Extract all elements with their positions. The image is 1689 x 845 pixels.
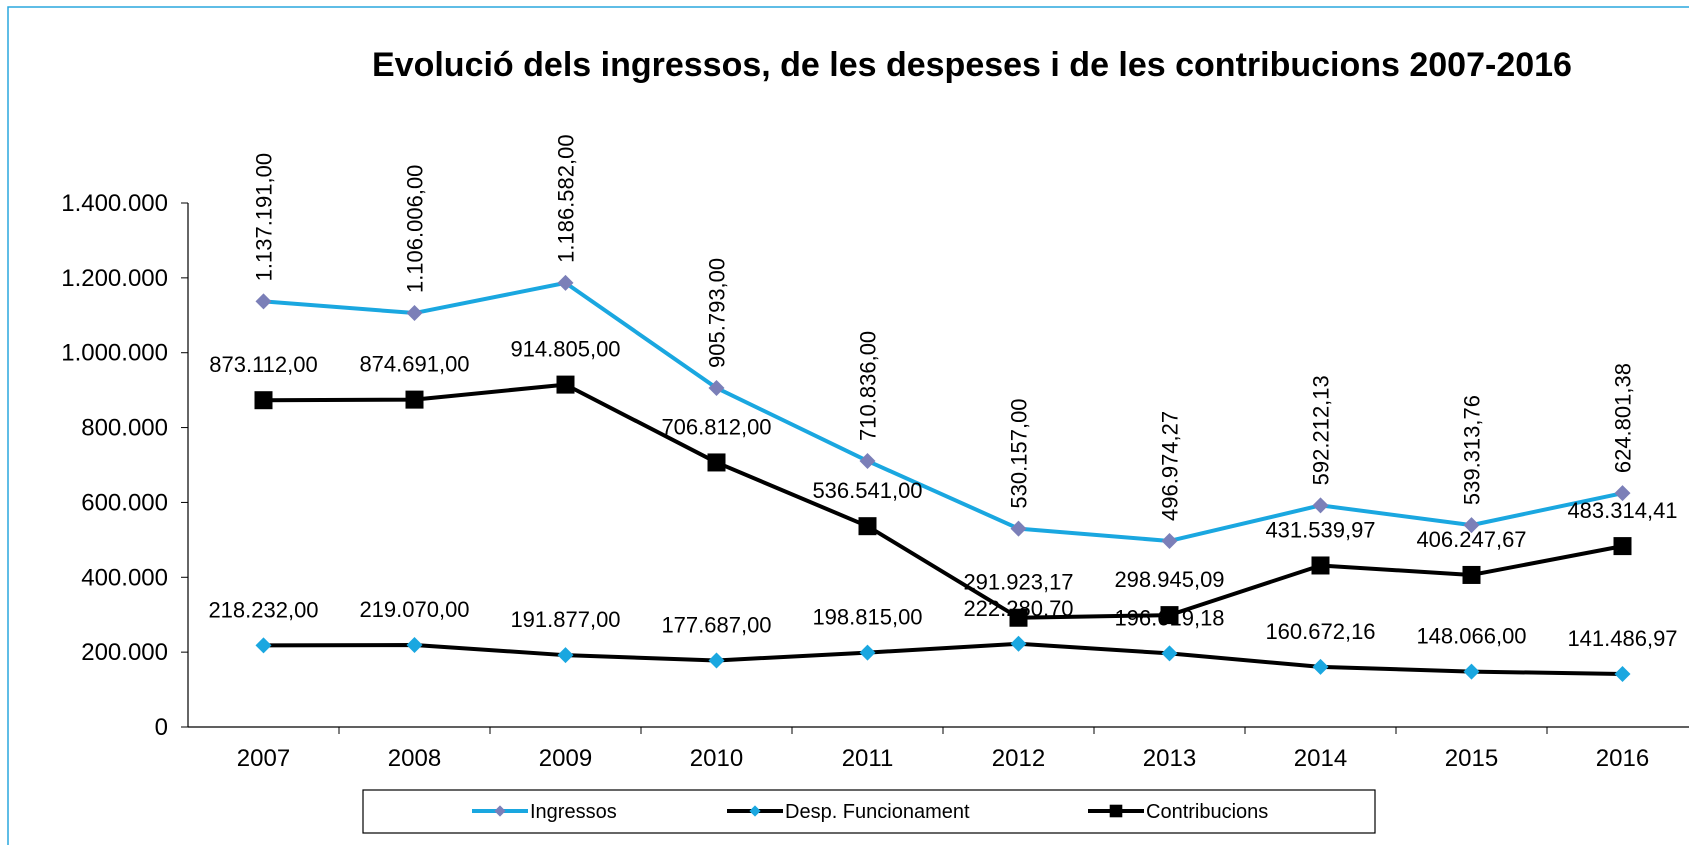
x-tick-label: 2011 bbox=[842, 745, 894, 772]
marker bbox=[1160, 606, 1179, 625]
marker bbox=[708, 379, 725, 396]
chart-title: Evolució dels ingressos, de les despeses… bbox=[372, 46, 1572, 84]
x-tick-label: 2014 bbox=[1294, 745, 1347, 772]
marker bbox=[255, 293, 272, 310]
y-tick-label: 400.000 bbox=[81, 564, 168, 591]
marker bbox=[1161, 532, 1178, 549]
y-tick-label: 600.000 bbox=[81, 489, 168, 516]
x-tick-label: 2008 bbox=[388, 745, 441, 772]
data-label: 219.070,00 bbox=[359, 597, 469, 622]
data-label: 914.805,00 bbox=[510, 337, 620, 362]
marker bbox=[556, 375, 575, 394]
x-tick-label: 2016 bbox=[1596, 745, 1649, 772]
x-tick-label: 2012 bbox=[992, 745, 1045, 772]
data-label: 536.541,00 bbox=[812, 478, 922, 503]
marker bbox=[859, 644, 876, 661]
data-label: 873.112,00 bbox=[209, 352, 317, 377]
data-label: 624.801,38 bbox=[1611, 363, 1636, 473]
data-label: 148.066,00 bbox=[1416, 624, 1526, 649]
marker bbox=[557, 647, 574, 664]
y-tick-label: 1.000.000 bbox=[61, 340, 168, 367]
y-tick-label: 0 bbox=[155, 714, 168, 741]
data-label: 592.212,13 bbox=[1309, 375, 1334, 485]
data-label: 298.945,09 bbox=[1114, 567, 1224, 592]
marker bbox=[406, 637, 423, 654]
marker bbox=[1109, 804, 1123, 818]
data-label: 710.836,00 bbox=[856, 331, 881, 441]
data-label: 198.815,00 bbox=[812, 605, 922, 630]
marker bbox=[1614, 666, 1631, 683]
marker bbox=[1312, 658, 1329, 675]
marker bbox=[557, 274, 574, 291]
marker bbox=[708, 652, 725, 669]
data-label: 160.672,16 bbox=[1265, 619, 1375, 644]
marker bbox=[1161, 645, 1178, 662]
y-tick-label: 200.000 bbox=[81, 639, 168, 666]
marker bbox=[405, 390, 424, 409]
marker bbox=[1311, 556, 1330, 575]
data-label: 1.137.191,00 bbox=[252, 153, 277, 281]
series-line bbox=[263, 641, 1623, 677]
data-label: 431.539,97 bbox=[1265, 517, 1375, 542]
marker bbox=[1613, 537, 1632, 556]
series-line bbox=[263, 280, 1623, 543]
x-tick-label: 2009 bbox=[539, 745, 592, 772]
marker bbox=[1009, 608, 1028, 627]
marker bbox=[859, 452, 876, 469]
marker bbox=[1463, 663, 1480, 680]
data-label: 1.186.582,00 bbox=[554, 134, 579, 262]
data-label: 905.793,00 bbox=[705, 258, 730, 368]
marker bbox=[406, 305, 423, 322]
data-label: 291.923,17 bbox=[963, 570, 1073, 595]
marker bbox=[1614, 485, 1631, 502]
marker bbox=[1312, 497, 1329, 514]
marker bbox=[255, 637, 272, 654]
data-label: 706.812,00 bbox=[661, 414, 771, 439]
marker bbox=[254, 391, 273, 410]
data-label: 874.691,00 bbox=[359, 352, 469, 377]
data-label: 530.157,00 bbox=[1007, 398, 1032, 508]
marker bbox=[1010, 520, 1027, 537]
marker bbox=[858, 517, 877, 536]
x-tick-label: 2015 bbox=[1445, 745, 1498, 772]
marker bbox=[707, 453, 726, 472]
data-label: 191.877,00 bbox=[510, 607, 620, 632]
marker bbox=[1010, 635, 1027, 652]
data-label: 539.313,76 bbox=[1460, 395, 1485, 505]
y-tick-label: 800.000 bbox=[81, 415, 168, 442]
legend-label: Ingressos bbox=[530, 801, 617, 823]
marker bbox=[1462, 565, 1481, 584]
data-label: 1.106.006,00 bbox=[403, 165, 428, 293]
legend-label: Desp. Funcionament bbox=[785, 801, 970, 823]
y-tick-label: 1.200.000 bbox=[61, 265, 168, 292]
legend-box bbox=[362, 789, 1376, 834]
data-label: 177.687,00 bbox=[661, 612, 771, 637]
legend-label: Contribucions bbox=[1146, 801, 1268, 823]
x-tick-label: 2013 bbox=[1143, 745, 1196, 772]
x-tick-label: 2010 bbox=[690, 745, 743, 772]
data-label: 496.974,27 bbox=[1158, 411, 1183, 521]
x-tick-label: 2007 bbox=[237, 745, 290, 772]
chart-border bbox=[7, 6, 1689, 845]
data-label: 218.232,00 bbox=[208, 597, 318, 622]
data-label: 483.314,41 bbox=[1567, 498, 1677, 523]
series-line bbox=[263, 382, 1623, 620]
data-label: 141.486,97 bbox=[1567, 626, 1677, 651]
y-tick-label: 1.400.000 bbox=[61, 190, 168, 217]
data-label: 406.247,67 bbox=[1416, 527, 1526, 552]
marker bbox=[1463, 517, 1480, 534]
